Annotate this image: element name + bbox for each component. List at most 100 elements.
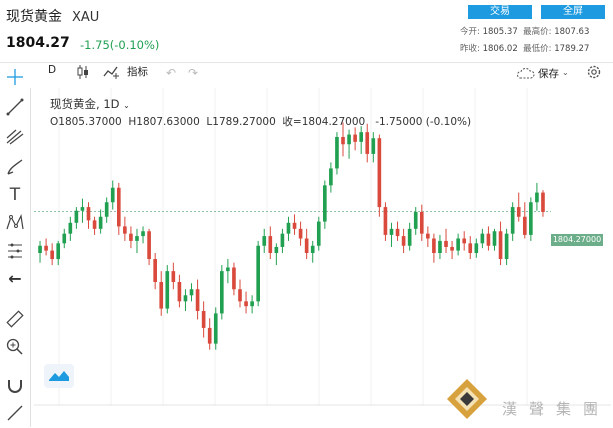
candle-body xyxy=(207,327,212,344)
trade-button[interactable]: 交易 xyxy=(468,5,532,19)
candle-body xyxy=(522,216,527,235)
candle-body xyxy=(365,132,370,154)
measure-tool-icon[interactable] xyxy=(4,240,26,262)
candle-body xyxy=(50,250,54,260)
magnet-icon[interactable] xyxy=(4,374,26,396)
candle-body xyxy=(165,271,170,309)
legend-title: 现货黄金, 1D ⌄ xyxy=(50,97,130,111)
candle-body xyxy=(68,222,73,234)
candle-body xyxy=(516,207,521,217)
candle-body xyxy=(529,202,533,235)
candle-body xyxy=(135,236,139,241)
candle-body xyxy=(183,295,188,302)
candle-body xyxy=(492,231,497,246)
candle-body xyxy=(86,207,91,221)
high-value: 1807.63 xyxy=(554,27,590,37)
save-button[interactable]: 保存 xyxy=(538,68,559,80)
tradingview-logo-icon[interactable] xyxy=(44,364,74,388)
pattern-tool-icon[interactable] xyxy=(4,212,26,234)
candle-body xyxy=(226,267,230,272)
candle-body xyxy=(480,233,485,244)
watermark-text: 漢聲集團 xyxy=(502,400,611,418)
watermark-logo-icon xyxy=(445,377,489,421)
candle-body xyxy=(389,228,394,235)
legend-interval: 1D xyxy=(103,97,120,111)
candle-body xyxy=(432,238,436,253)
candle-body xyxy=(359,132,364,142)
instrument-symbol: XAU xyxy=(72,10,100,25)
prev-close-label: 昨收: xyxy=(460,44,480,54)
instrument-title: 现货黄金 XAU xyxy=(6,6,99,26)
candle-body xyxy=(159,282,164,309)
candle-body xyxy=(304,238,309,253)
candle-body xyxy=(474,243,479,253)
back-arrow-icon[interactable]: ← xyxy=(8,269,22,288)
price-chart[interactable]: 9月10月11月12月2022 xyxy=(34,88,611,406)
fullscreen-button[interactable]: 全屏 xyxy=(541,5,605,19)
cloud-icon[interactable] xyxy=(515,65,535,79)
undo-icon[interactable]: ↶ xyxy=(166,66,177,80)
candle-body xyxy=(147,231,151,260)
low-label: 最低价: xyxy=(523,44,552,54)
candle-body xyxy=(80,207,85,211)
toolbar-divider xyxy=(0,62,613,63)
indicators-button[interactable]: 指标 xyxy=(127,66,148,78)
candle-body xyxy=(256,245,260,302)
candle-body xyxy=(462,238,467,244)
indicators-icon[interactable] xyxy=(103,64,121,80)
interval-selector[interactable]: D xyxy=(48,64,57,76)
candle-body xyxy=(353,134,357,142)
save-dropdown-icon[interactable]: ⌄ xyxy=(562,68,569,77)
candle-body xyxy=(104,202,109,217)
tool-divider xyxy=(30,88,31,427)
candle-body xyxy=(219,271,224,314)
candle-body xyxy=(250,301,254,307)
candle-body xyxy=(232,267,236,290)
candle-body xyxy=(413,211,418,229)
candle-body xyxy=(456,238,460,251)
candle-body xyxy=(129,233,133,241)
candle-body xyxy=(486,233,491,246)
crosshair-icon[interactable] xyxy=(4,66,26,88)
candle-body xyxy=(213,313,218,344)
candle-body xyxy=(316,221,321,246)
candle-body xyxy=(262,236,267,246)
candle-body xyxy=(419,211,424,234)
text-tool-icon[interactable]: T xyxy=(9,185,21,205)
brush-icon[interactable] xyxy=(4,156,26,178)
candle-style-icon[interactable] xyxy=(76,64,90,80)
prev-close-value: 1806.02 xyxy=(482,44,518,54)
candle-body xyxy=(141,231,145,237)
candle-body xyxy=(498,231,503,260)
instrument-name: 现货黄金 xyxy=(6,9,62,25)
candle-body xyxy=(329,168,333,186)
candle-body xyxy=(383,207,388,235)
candle-body xyxy=(268,236,273,253)
candle-body xyxy=(504,233,509,260)
legend-ohlc: O1805.37000 H1807.63000 L1789.27000 收=18… xyxy=(50,116,472,128)
candle-body xyxy=(444,240,448,247)
candle-body xyxy=(535,192,539,203)
settings-gear-icon[interactable] xyxy=(586,64,602,80)
candle-body xyxy=(116,187,121,227)
candle-body xyxy=(510,207,515,234)
redo-icon[interactable]: ↷ xyxy=(188,66,199,80)
candle-body xyxy=(341,137,345,145)
candle-body xyxy=(323,185,327,222)
open-label: 今开: xyxy=(460,27,480,37)
low-value: 1789.27 xyxy=(554,44,590,54)
fib-tool-icon[interactable] xyxy=(4,126,26,148)
candle-body xyxy=(274,246,279,253)
candle-body xyxy=(377,138,382,208)
candle-body xyxy=(541,192,545,212)
candle-body xyxy=(292,222,297,229)
lock-icon[interactable] xyxy=(4,402,26,424)
candle-body xyxy=(310,245,315,253)
ruler-icon[interactable] xyxy=(4,308,26,330)
zoom-in-icon[interactable] xyxy=(4,336,26,358)
trend-line-icon[interactable] xyxy=(4,96,26,118)
candle-body xyxy=(62,233,67,244)
legend-dropdown-icon[interactable]: ⌄ xyxy=(123,101,130,110)
candle-body xyxy=(44,245,48,251)
candle-body xyxy=(238,289,242,302)
